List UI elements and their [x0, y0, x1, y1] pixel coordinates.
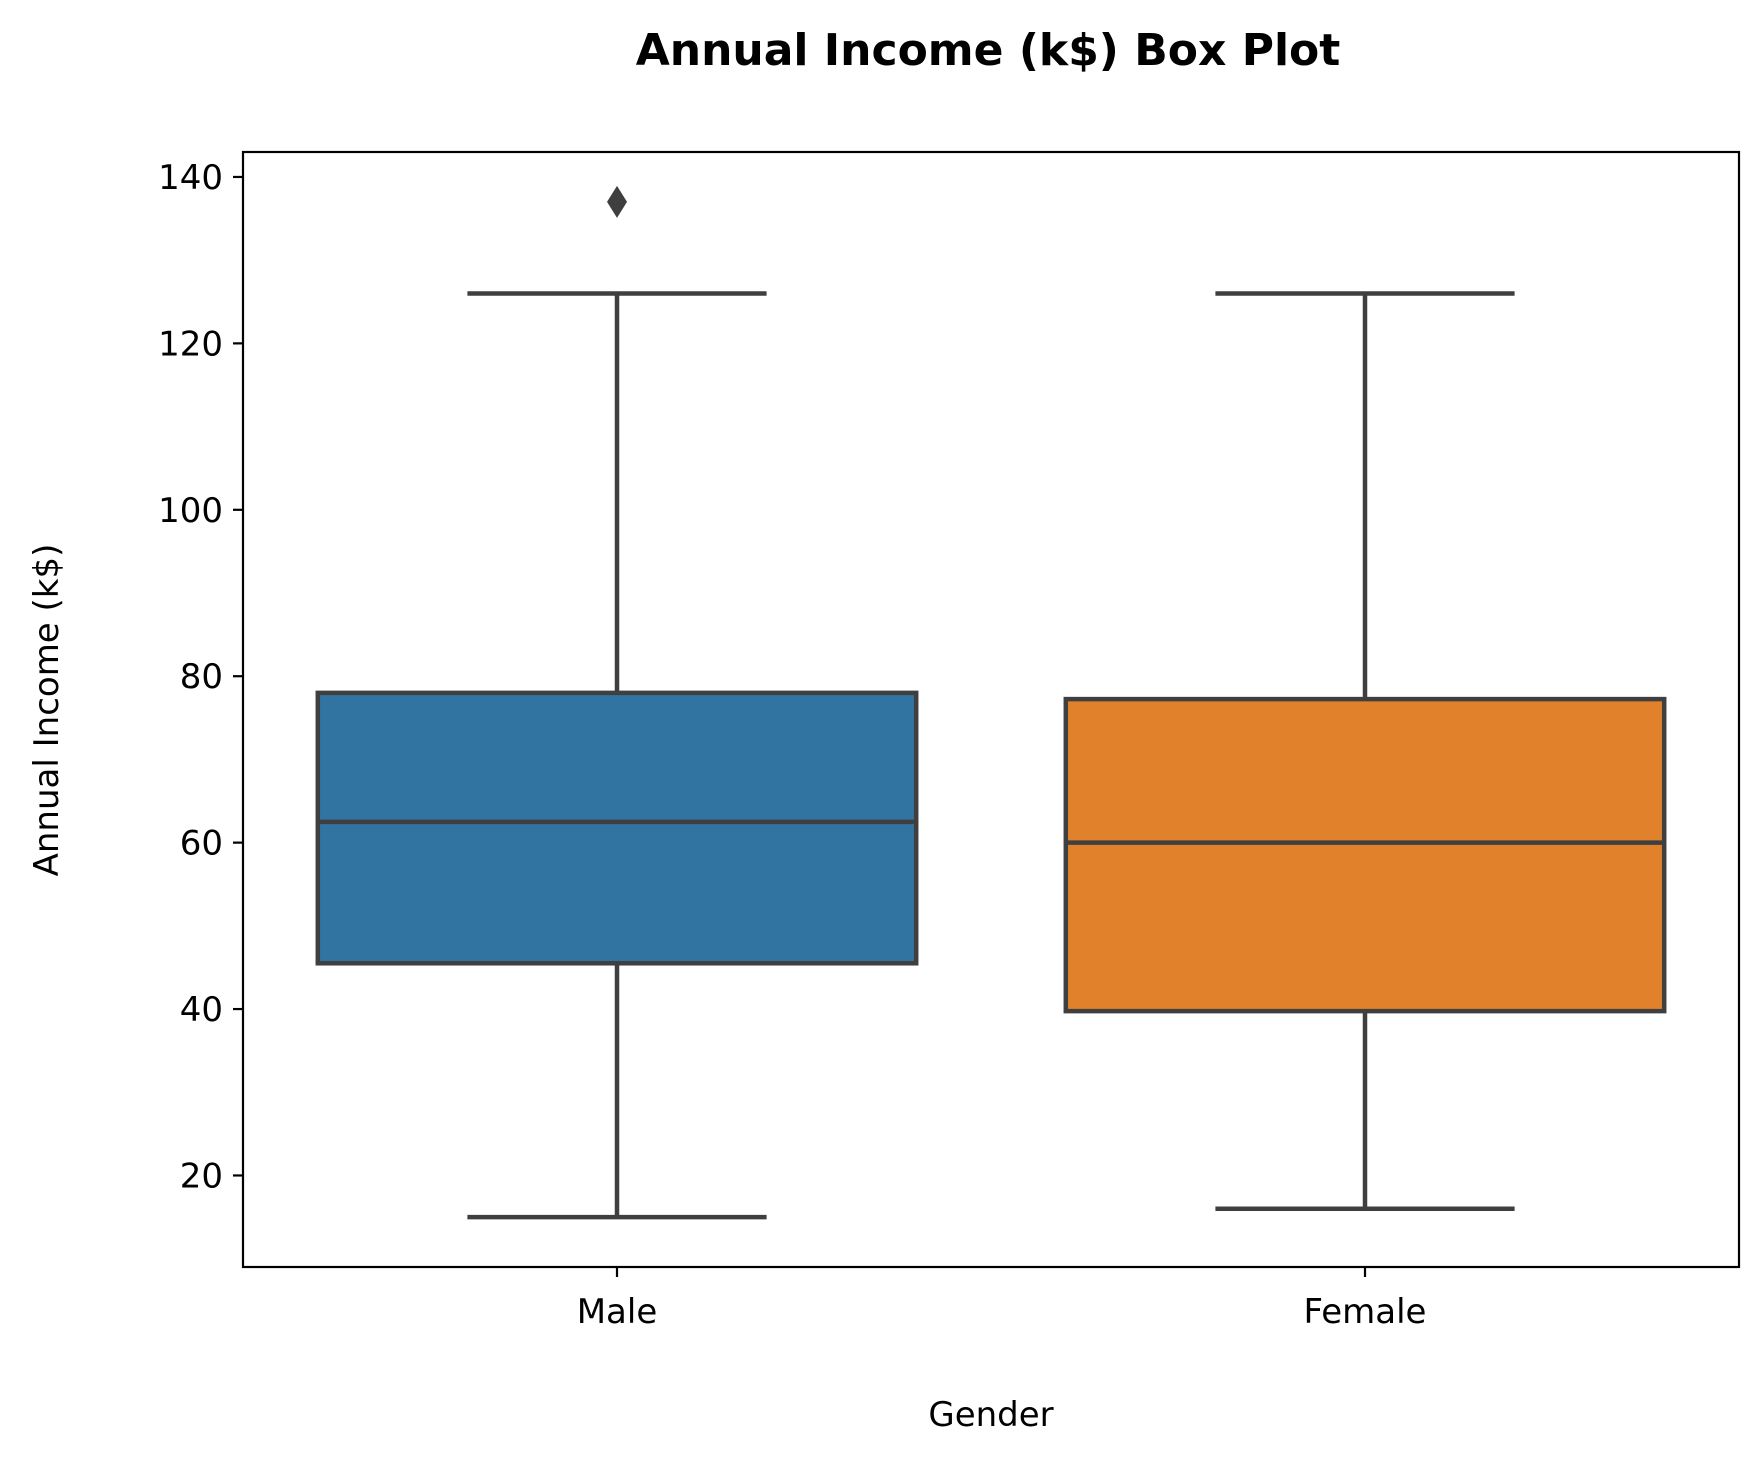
box-group-female	[1063, 291, 1667, 1212]
axes-frame	[241, 150, 1741, 1269]
y-axis: 20 40 60 80 100 120 140	[158, 158, 243, 1196]
y-tick-label-140: 140	[158, 158, 223, 198]
y-tick-label-120: 120	[158, 324, 223, 364]
y-axis-label: Annual Income (k$)	[27, 544, 67, 877]
box-male	[315, 690, 919, 966]
x-tick-label-female: Female	[1304, 1292, 1427, 1332]
plot-area	[315, 185, 1667, 1220]
y-tick-label-80: 80	[180, 657, 223, 697]
y-tick-label-100: 100	[158, 491, 223, 531]
box-female	[1063, 696, 1667, 1014]
chart-title: Annual Income (k$) Box Plot	[636, 25, 1341, 76]
y-tick-label-60: 60	[180, 824, 223, 864]
x-axis-label: Gender	[928, 1395, 1053, 1435]
x-tick-label-male: Male	[577, 1292, 658, 1332]
y-tick-label-40: 40	[180, 990, 223, 1030]
x-axis: Male Female	[577, 1267, 1427, 1332]
y-tick-label-20: 20	[180, 1156, 223, 1196]
outlier-point-male-0	[607, 185, 627, 218]
box-group-male	[315, 185, 919, 1220]
